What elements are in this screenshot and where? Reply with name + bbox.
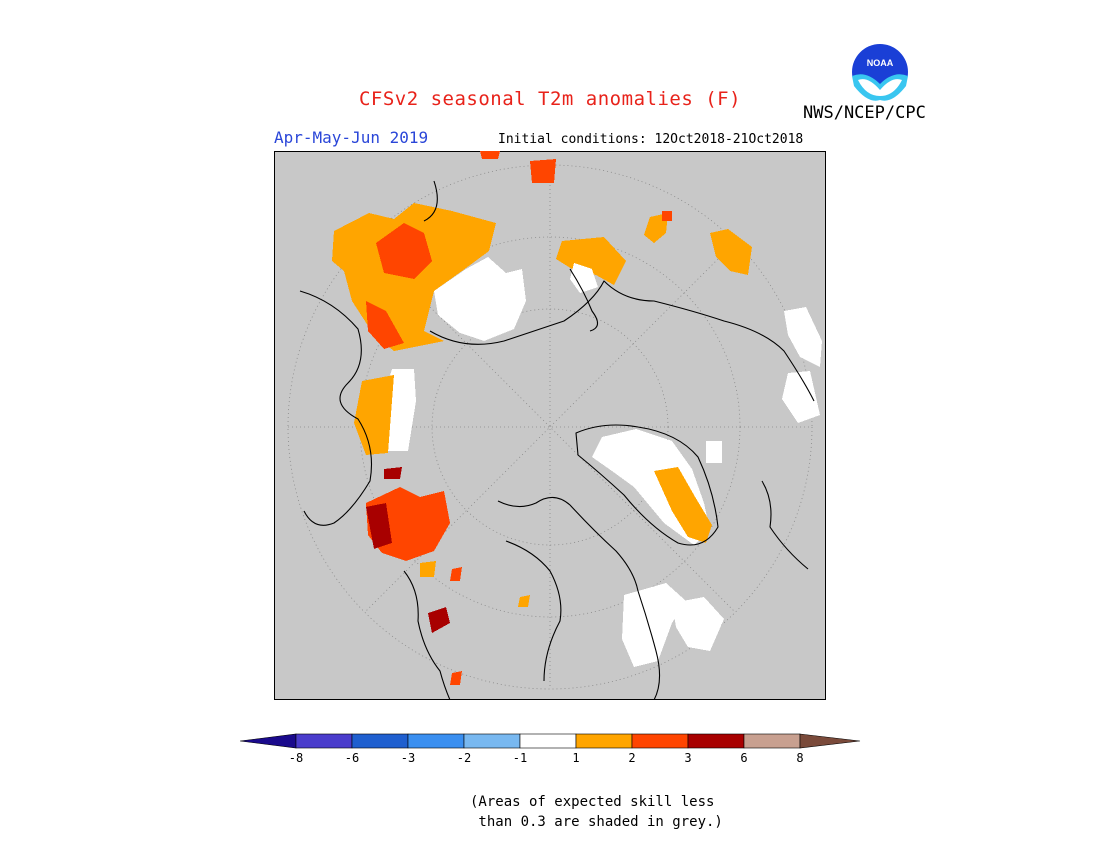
colorbar-tick-label: 8 bbox=[796, 751, 803, 765]
anomaly-region-near-normal bbox=[672, 597, 724, 651]
forecast-period: Apr-May-Jun 2019 bbox=[274, 128, 429, 147]
positive-anomaly-regions bbox=[332, 151, 822, 685]
agency-label: NWS/NCEP/CPC bbox=[803, 103, 926, 123]
initial-conditions: Initial conditions: 12Oct2018-21Oct2018 bbox=[498, 132, 804, 147]
colorbar-tick-label: 1 bbox=[572, 751, 579, 765]
colorbar-segments bbox=[240, 733, 861, 749]
colorbar-tick-label: -8 bbox=[289, 751, 303, 765]
anomaly-region-2to3 bbox=[376, 223, 432, 279]
anomaly-region-2to3 bbox=[662, 211, 672, 221]
colorbar-segment bbox=[631, 733, 689, 749]
skill-note: (Areas of expected skill less than 0.3 a… bbox=[470, 794, 723, 830]
colorbar-segment bbox=[687, 733, 745, 749]
anomaly-region-2to3 bbox=[530, 159, 556, 183]
colorbar-segment bbox=[463, 733, 521, 749]
anomaly-region-3to6 bbox=[428, 607, 450, 633]
colorbar-segment bbox=[351, 733, 409, 749]
colorbar-left-arrow bbox=[240, 733, 297, 749]
anomaly-region-1to2 bbox=[654, 467, 712, 543]
anomaly-region-3to6 bbox=[366, 503, 392, 549]
anomaly-region-3to6 bbox=[384, 467, 402, 479]
anomaly-region-1to2 bbox=[420, 561, 436, 577]
anomaly-region-1to2 bbox=[518, 595, 530, 607]
colorbar-right-arrow bbox=[799, 733, 861, 749]
colorbar-tick-label: 2 bbox=[628, 751, 635, 765]
anomaly-map bbox=[274, 151, 826, 700]
anomaly-region-1to2 bbox=[710, 229, 752, 275]
colorbar-tick-label: -6 bbox=[345, 751, 359, 765]
anomaly-region-near-normal bbox=[434, 257, 526, 341]
colorbar-segment bbox=[295, 733, 353, 749]
anomaly-region-1to2 bbox=[480, 151, 500, 159]
coastlines bbox=[299, 180, 815, 700]
colorbar-tick-label: -3 bbox=[401, 751, 415, 765]
anomaly-region-near-normal bbox=[706, 441, 722, 463]
colorbar-tick-label: -2 bbox=[457, 751, 471, 765]
colorbar-tick-label: -1 bbox=[513, 751, 527, 765]
anomaly-region-2to3 bbox=[450, 567, 462, 581]
colorbar-tick-labels: -8 -6 -3 -2 -1 1 2 3 6 8 bbox=[289, 751, 804, 765]
anomaly-region-2to3 bbox=[366, 301, 404, 349]
anomaly-region-1to2 bbox=[354, 375, 394, 455]
colorbar-segment bbox=[743, 733, 801, 749]
anomaly-region-near-normal bbox=[570, 263, 598, 293]
colorbar-segment bbox=[575, 733, 633, 749]
anomaly-region-2to3 bbox=[450, 671, 462, 685]
anomaly-region-near-normal bbox=[782, 371, 820, 423]
anomaly-region-1to2 bbox=[556, 237, 626, 285]
colorbar-tick-label: 3 bbox=[684, 751, 691, 765]
noaa-logo: NOAA bbox=[849, 41, 911, 103]
colorbar-segment bbox=[407, 733, 465, 749]
colorbar-tick-label: 6 bbox=[740, 751, 747, 765]
noaa-logo-text: NOAA bbox=[867, 58, 894, 68]
colorbar-segment bbox=[519, 733, 577, 749]
anomaly-region-near-normal bbox=[622, 583, 686, 667]
colorbar-legend: -8 -6 -3 -2 -1 1 2 3 6 8 bbox=[240, 733, 861, 765]
anomaly-region-near-normal bbox=[784, 307, 822, 367]
map-title: CFSv2 seasonal T2m anomalies (F) bbox=[358, 88, 742, 110]
